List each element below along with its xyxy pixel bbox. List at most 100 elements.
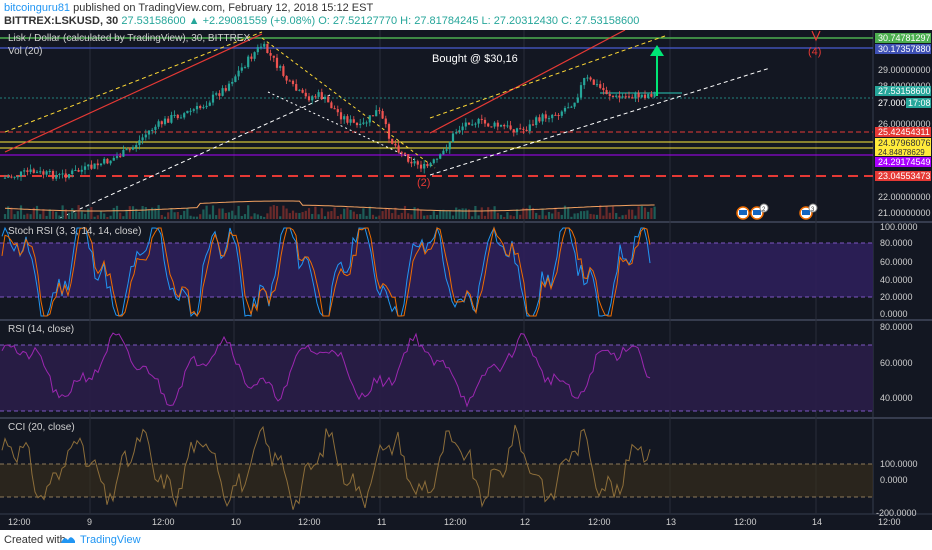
volume-bar [551,213,554,219]
candle-body [96,163,99,166]
volume-bar [333,207,336,219]
candle-body [186,110,189,114]
candle-body [42,171,45,175]
candle-body [394,143,397,146]
author-link[interactable]: bitcoinguru81 [4,2,71,14]
volume-bar [407,213,410,219]
volume-bar [445,210,448,219]
candle-body [333,108,336,110]
header-line-1: bitcoinguru81 published on TradingView.c… [4,2,373,14]
volume-bar [29,214,32,219]
svg-text:10: 10 [231,517,241,527]
candle-body [240,67,243,71]
candle-body [541,114,544,122]
time-axis[interactable]: 12:00 9 12:00 10 12:00 11 12:00 12 12:00… [8,517,901,527]
wave-2-label[interactable]: (2) [417,177,430,189]
candle-body [195,106,199,110]
volume-bar [557,211,560,219]
volume-bar [183,210,186,219]
volume-bar [298,213,301,219]
stoch-pane-title: Stoch RSI (3, 3, 14, 14, close) [8,226,141,237]
tradingview-brand-link[interactable]: TradingView [80,534,141,546]
volume-bar [391,213,394,219]
volume-bar [573,213,576,219]
candle-body [125,149,128,151]
volume-bars [3,205,656,219]
volume-bar [439,209,442,219]
candle-body [531,124,535,126]
candle-body [71,170,74,175]
volume-bar [311,213,314,219]
candle-body [515,128,519,133]
candle-body [160,121,163,125]
volume-bar [352,211,355,219]
candle-body [499,124,503,127]
volume-bar [87,208,90,219]
volume-bar [538,215,541,219]
open-value: O: 27.52127770 [318,15,398,27]
svg-text:29.00000000: 29.00000000 [878,65,931,75]
chart-canvas[interactable]: Lisk / Dollar (calculated by TradingView… [0,30,932,530]
candle-body [346,116,349,123]
candle-body [218,93,221,96]
event-badges[interactable]: 2 3 [736,203,818,220]
candle-body [291,80,295,85]
candle-body [215,93,218,95]
volume-bar [179,215,183,219]
candle-body [311,96,314,101]
volume-bar [64,209,67,219]
candle-body [183,113,186,118]
price-label-25.42: 25.42454311 [878,127,930,137]
created-with-text: Created with [4,534,66,546]
candle-body [464,122,467,127]
candle-body [615,95,618,97]
volume-bar [45,215,48,219]
candle-body [544,114,547,119]
candle-body [413,161,416,164]
stoch-band [0,243,873,297]
price-scale[interactable] [873,30,932,514]
price-candles[interactable] [3,41,656,182]
trend-channels[interactable] [4,30,771,219]
volume-bar [595,214,599,219]
candle-body [58,174,61,176]
candle-body [595,84,599,86]
volume-bar [387,209,391,219]
candle-body [384,118,387,125]
volume-bar [221,208,224,219]
candle-body [112,157,115,161]
candle-body [144,134,147,138]
volume-bar [368,206,371,219]
volume-bar [282,205,285,219]
candle-body [602,87,605,91]
candle-body [362,122,365,124]
volume-bar [432,211,435,219]
svg-text:12:00: 12:00 [8,517,31,527]
volume-bar [176,211,179,219]
candle-body [16,176,19,178]
target-arrow[interactable] [650,45,664,96]
svg-text:12:00: 12:00 [734,517,757,527]
volume-bar [349,209,352,219]
candle-body [250,56,253,59]
candle-body [189,110,192,112]
low-value: L: 27.20312430 [481,15,558,27]
volume-bar [285,208,288,219]
candle-body [74,170,77,172]
volume-bar [579,211,583,219]
volume-bar [189,215,192,219]
bought-annotation[interactable]: Bought @ $30,16 [432,53,518,65]
volume-bar [602,215,605,219]
wave-4-label[interactable]: (4) [808,46,821,58]
candle-body [317,92,320,97]
candle-body [506,125,509,127]
volume-bar [647,211,650,219]
volume-bar [61,205,64,219]
volume-bar [192,216,195,219]
candle-body [455,132,458,134]
volume-bar [39,214,42,219]
volume-bar [10,207,13,219]
volume-bar [48,209,51,219]
volume-bar [346,207,349,219]
candle-body [359,123,362,126]
